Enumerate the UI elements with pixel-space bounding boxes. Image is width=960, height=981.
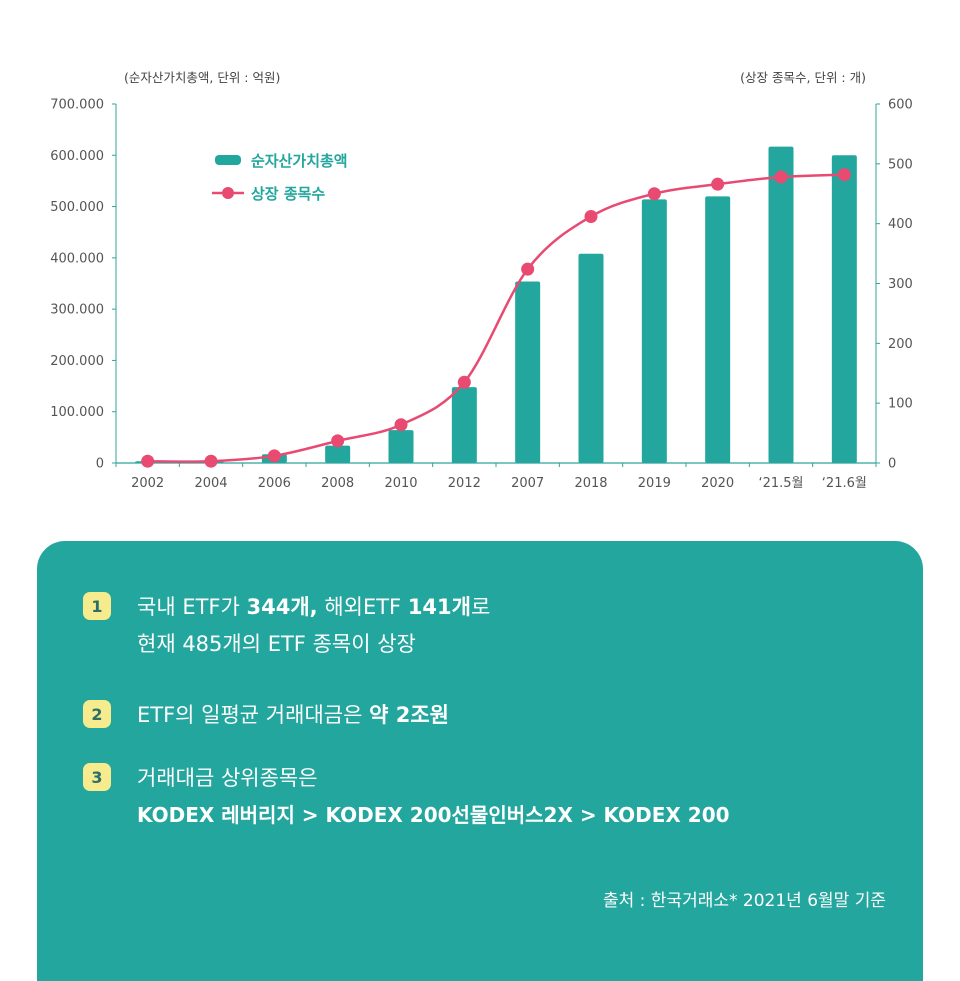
x-axis-tick-label: ‘21.5월: [758, 476, 803, 491]
right-axis-tick-label: 100: [888, 397, 913, 412]
bar: [451, 387, 477, 463]
line-series: [141, 168, 851, 468]
bar: [831, 155, 857, 464]
line-path: [147, 173, 845, 463]
right-axis-tick-label: 300: [888, 277, 913, 292]
legend: 순자산가치총액 상장 종목수: [212, 152, 348, 203]
left-axis-tick-label: 600.000: [50, 149, 104, 164]
left-axis-tick-label: 100.000: [50, 405, 104, 420]
x-axis-tick-label: 2010: [384, 476, 417, 491]
line-point: [584, 209, 598, 223]
x-axis-tick-label: 2020: [701, 476, 734, 491]
right-axis-ticks: 0 100 200 300 400 500 600: [875, 98, 913, 472]
item-number-badge: 2: [83, 700, 111, 728]
etf-chart: (순자산가치총액, 단위 : 억원) (상장 종목수, 단위 : 개) 0 100…: [50, 70, 913, 491]
bar: [578, 253, 604, 463]
legend-line-marker: [222, 187, 234, 199]
left-axis-tick-label: 0: [96, 457, 104, 472]
item-text: 거래대금 상위종목은 KODEX 레버리지 > KODEX 200선물인버스2X…: [137, 760, 730, 834]
item-line: 거래대금 상위종목은: [137, 766, 318, 790]
line-point: [521, 262, 535, 276]
item-text: 국내 ETF가 344개, 해외ETF 141개로 현재 485개의 ETF 종…: [137, 589, 490, 663]
right-axis-tick-label: 400: [888, 217, 913, 232]
bar: [768, 146, 794, 463]
left-axis-ticks: 0 100.000 200.000 300.000 400.000 500.000 600.…: [50, 98, 117, 472]
line-point: [774, 170, 788, 184]
right-axis-tick-label: 0: [888, 457, 896, 472]
x-axis-tick-label: 2002: [131, 476, 164, 491]
line-point: [141, 454, 155, 468]
line-point: [647, 187, 661, 201]
x-axis-tick-label: 2008: [321, 476, 354, 491]
source-note: 출처 : 한국거래소* 2021년 6월말 기준: [602, 891, 886, 911]
item-number-badge: 1: [83, 592, 111, 620]
line-point: [331, 434, 345, 448]
x-axis-tick-labels: 2002 2004 2006 2008 2010 2012 2007 2018 2019 2020…: [131, 476, 867, 491]
x-axis-tick-label: 2006: [258, 476, 291, 491]
bar: [325, 445, 351, 463]
item-number-badge: 3: [83, 763, 111, 791]
right-axis-tick-label: 200: [888, 337, 913, 352]
bar: [388, 430, 414, 463]
x-axis-tick-label: 2012: [448, 476, 481, 491]
line-point: [204, 454, 218, 468]
item-text: ETF의 일평균 거래대금은 약 2조원: [137, 697, 449, 734]
bar: [705, 196, 731, 464]
x-axis-tick-label: 2018: [574, 476, 607, 491]
left-axis-tick-label: 200.000: [50, 354, 104, 369]
left-axis-tick-label: 400.000: [50, 251, 104, 266]
summary-panel: 1 국내 ETF가 344개, 해외ETF 141개로 현재 485개의 ETF…: [37, 541, 923, 981]
x-axis-tick-label: 2007: [511, 476, 544, 491]
left-axis-tick-label: 500.000: [50, 200, 104, 215]
x-axis: [115, 462, 877, 467]
legend-bar-swatch: [215, 155, 241, 165]
item-line: KODEX 레버리지 > KODEX 200선물인버스2X > KODEX 20…: [137, 803, 730, 827]
right-axis-unit-label: (상장 종목수, 단위 : 개): [740, 70, 866, 85]
legend-bar-label: 순자산가치총액: [251, 152, 348, 170]
x-axis-tick-label: 2004: [194, 476, 227, 491]
left-axis-unit-label: (순자산가치총액, 단위 : 억원): [124, 70, 280, 85]
left-axis-tick-label: 300.000: [50, 303, 104, 318]
left-axis-tick-label: 700.000: [50, 98, 104, 113]
legend-line-label: 상장 종목수: [251, 185, 325, 203]
line-point: [267, 449, 281, 463]
right-axis-tick-label: 600: [888, 98, 913, 113]
line-point: [837, 168, 851, 182]
line-point: [394, 418, 408, 432]
right-axis-tick-label: 500: [888, 157, 913, 172]
line-point: [711, 177, 725, 191]
bar: [515, 281, 541, 463]
x-axis-tick-label: 2019: [638, 476, 671, 491]
item-line: ETF의 일평균 거래대금은 약 2조원: [137, 703, 449, 727]
bar: [641, 199, 667, 464]
x-axis-tick-label: ‘21.6월: [822, 476, 867, 491]
line-point: [457, 375, 471, 389]
item-line: 현재 485개의 ETF 종목이 상장: [137, 632, 416, 656]
item-line: 국내 ETF가 344개, 해외ETF 141개로: [137, 595, 491, 619]
bar-series: [135, 146, 857, 464]
